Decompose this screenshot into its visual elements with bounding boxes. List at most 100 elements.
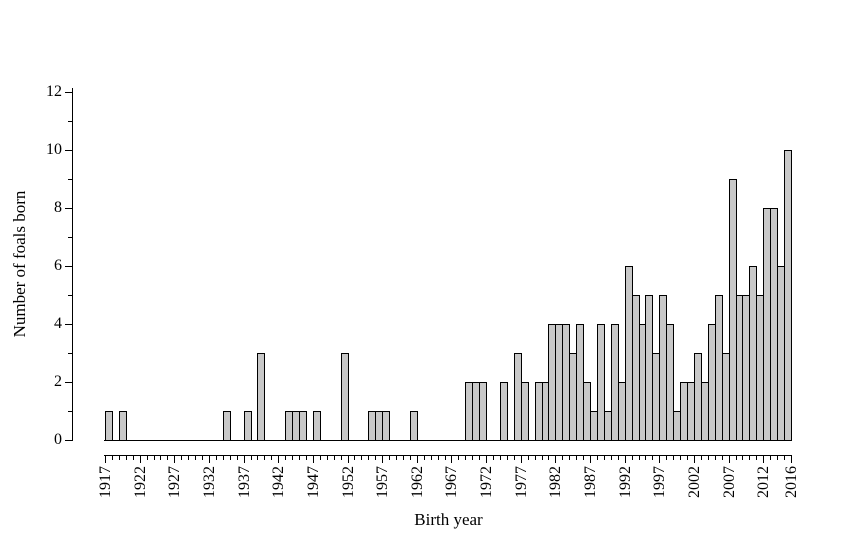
y-tick-minor — [68, 121, 72, 122]
x-tick-label-1942: 1942 — [270, 466, 287, 498]
x-tick-minor — [611, 456, 612, 460]
x-tick-minor — [777, 456, 778, 460]
x-tick-minor — [645, 456, 646, 460]
bar-1977 — [521, 382, 529, 441]
x-tick-minor — [652, 456, 653, 460]
bar-1947 — [313, 411, 321, 441]
x-tick-label-1967: 1967 — [443, 466, 460, 498]
bars-baseline — [104, 440, 792, 441]
y-tick-major-10 — [65, 150, 72, 151]
x-tick-minor — [479, 456, 480, 460]
y-tick-major-0 — [65, 440, 72, 441]
x-tick-major-2002 — [694, 456, 695, 463]
y-tick-label-10: 10 — [46, 141, 62, 158]
x-tick-minor — [680, 456, 681, 460]
bar-1919 — [119, 411, 127, 441]
x-tick-label-1987: 1987 — [582, 466, 599, 498]
x-tick-major-1922 — [140, 456, 141, 463]
x-tick-minor — [722, 456, 723, 460]
x-tick-minor — [673, 456, 674, 460]
x-tick-minor — [188, 456, 189, 460]
bar-2015 — [784, 150, 792, 441]
x-tick-label-1922: 1922 — [132, 466, 149, 498]
x-tick-minor — [264, 456, 265, 460]
x-tick-major-2012 — [763, 456, 764, 463]
x-tick-minor — [749, 456, 750, 460]
bar-1937 — [244, 411, 252, 441]
y-tick-label-4: 4 — [54, 315, 62, 332]
x-tick-major-1982 — [555, 456, 556, 463]
bar-1951 — [341, 353, 349, 441]
bar-1957 — [382, 411, 390, 441]
x-tick-major-1977 — [521, 456, 522, 463]
y-tick-minor — [68, 295, 72, 296]
x-tick-minor — [632, 456, 633, 460]
x-tick-minor — [223, 456, 224, 460]
x-tick-minor — [306, 456, 307, 460]
x-tick-minor — [133, 456, 134, 460]
bar-1971 — [479, 382, 487, 441]
x-tick-major-1967 — [451, 456, 452, 463]
y-tick-minor — [68, 237, 72, 238]
x-tick-major-1972 — [486, 456, 487, 463]
bar-1917 — [105, 411, 113, 441]
x-tick-minor — [375, 456, 376, 460]
x-tick-minor — [493, 456, 494, 460]
x-tick-minor — [708, 456, 709, 460]
x-tick-minor — [271, 456, 272, 460]
y-tick-minor — [68, 179, 72, 180]
x-tick-minor — [562, 456, 563, 460]
x-tick-minor — [334, 456, 335, 460]
x-tick-minor — [327, 456, 328, 460]
bar-1998 — [666, 324, 674, 441]
bar-1934 — [223, 411, 231, 441]
x-tick-minor — [216, 456, 217, 460]
x-tick-label-1927: 1927 — [166, 466, 183, 498]
x-tick-major-1937 — [244, 456, 245, 463]
x-tick-minor — [202, 456, 203, 460]
x-tick-minor — [465, 456, 466, 460]
x-tick-minor — [507, 456, 508, 460]
x-tick-major-1952 — [348, 456, 349, 463]
x-tick-minor — [472, 456, 473, 460]
x-tick-minor — [230, 456, 231, 460]
x-tick-minor — [666, 456, 667, 460]
x-tick-minor — [410, 456, 411, 460]
x-tick-minor — [542, 456, 543, 460]
x-tick-label-1972: 1972 — [478, 466, 495, 498]
x-tick-minor — [299, 456, 300, 460]
y-tick-major-2 — [65, 382, 72, 383]
x-tick-minor — [341, 456, 342, 460]
x-tick-label-1982: 1982 — [547, 466, 564, 498]
x-tick-minor — [320, 456, 321, 460]
y-tick-label-12: 12 — [46, 83, 62, 100]
x-tick-major-1927 — [174, 456, 175, 463]
x-tick-minor — [548, 456, 549, 460]
x-tick-major-1992 — [625, 456, 626, 463]
x-tick-label-2007: 2007 — [721, 466, 738, 498]
x-tick-major-1962 — [417, 456, 418, 463]
x-tick-minor — [126, 456, 127, 460]
x-tick-minor — [569, 456, 570, 460]
x-tick-minor — [770, 456, 771, 460]
x-tick-minor — [742, 456, 743, 460]
x-tick-minor — [368, 456, 369, 460]
bar-1945 — [299, 411, 307, 441]
x-tick-major-1987 — [590, 456, 591, 463]
x-tick-minor — [597, 456, 598, 460]
x-tick-minor — [181, 456, 182, 460]
x-tick-label-1992: 1992 — [617, 466, 634, 498]
x-tick-minor — [445, 456, 446, 460]
y-tick-minor — [68, 411, 72, 412]
x-tick-minor — [514, 456, 515, 460]
bar-1961 — [410, 411, 418, 441]
y-tick-minor — [68, 353, 72, 354]
x-tick-major-2007 — [729, 456, 730, 463]
bar-1988 — [597, 324, 605, 441]
x-tick-minor — [687, 456, 688, 460]
x-tick-minor — [604, 456, 605, 460]
x-tick-minor — [354, 456, 355, 460]
x-tick-minor — [784, 456, 785, 460]
y-tick-label-8: 8 — [54, 199, 62, 216]
y-axis-line — [72, 88, 73, 441]
